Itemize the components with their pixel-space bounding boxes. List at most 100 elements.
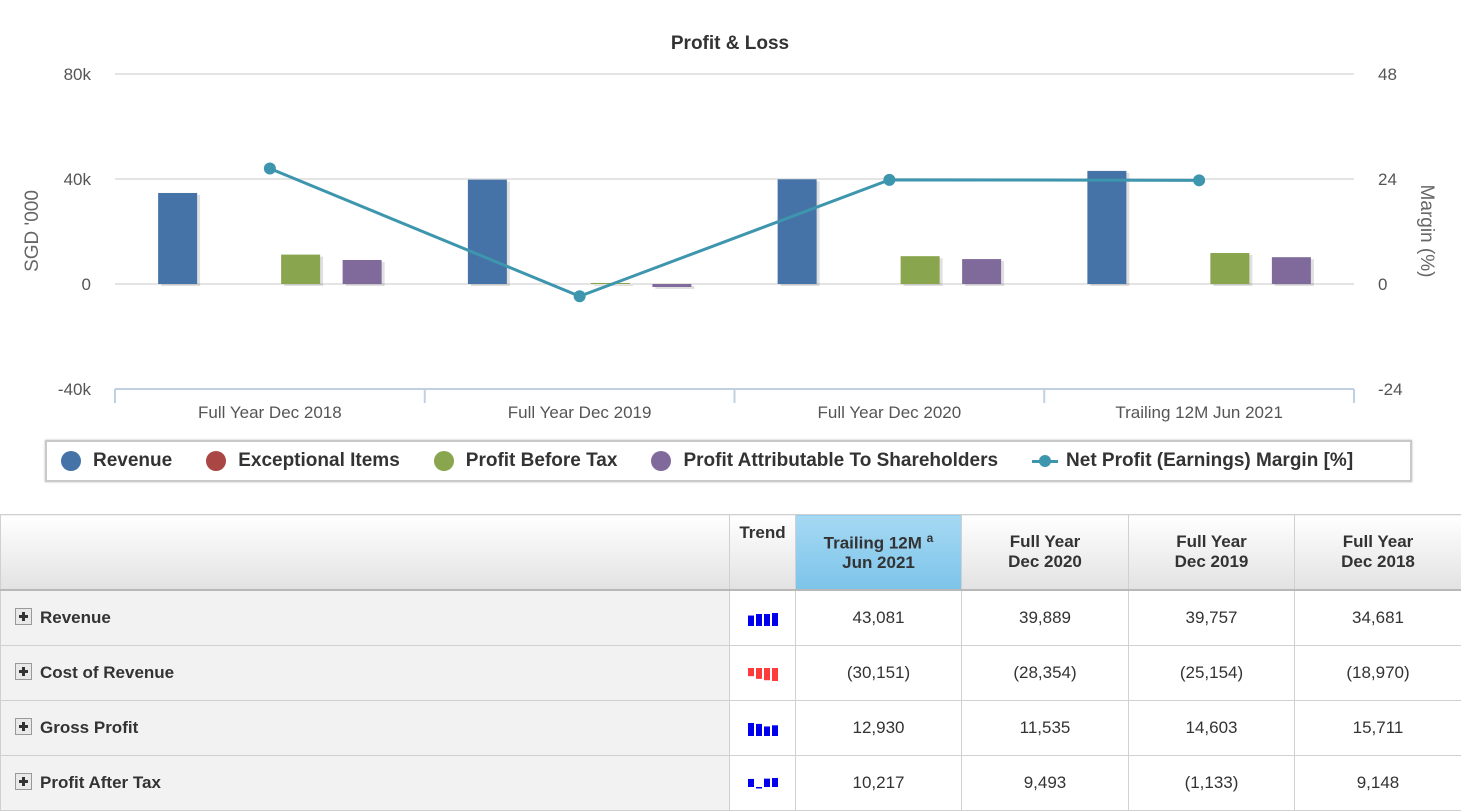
legend-marker	[206, 451, 226, 471]
x-tick-label: Trailing 12M Jun 2021	[1115, 403, 1283, 422]
y2-tick-label: 0	[1378, 275, 1387, 294]
sparkline-bar	[748, 668, 754, 676]
row-label-cell: Profit After Tax	[1, 756, 730, 811]
legend-marker	[651, 451, 671, 471]
value-cell: 39,757	[1129, 590, 1295, 646]
expand-plus-icon[interactable]	[15, 718, 32, 735]
profit-loss-table: Trend Trailing 12M a Jun 2021 Full Year …	[0, 514, 1461, 811]
legend-line-marker	[1032, 454, 1058, 468]
legend-item-profit-attributable[interactable]: Profit Attributable To Shareholders	[651, 450, 998, 472]
y-tick-label: -40k	[58, 380, 92, 399]
trend-cell	[730, 701, 796, 756]
chart-title: Profit & Loss	[671, 33, 789, 54]
value-cell: 15,711	[1295, 701, 1461, 756]
row-label-cell: Revenue	[1, 590, 730, 646]
legend-item-revenue[interactable]: Revenue	[61, 450, 172, 472]
expand-plus-icon[interactable]	[15, 773, 32, 790]
table-row-gross-profit: Gross Profit 12,930 11,535 14,603 15,711	[1, 701, 1461, 756]
table-row-profit-after-tax: Profit After Tax 10,217 9,493 (1,133) 9,…	[1, 756, 1461, 811]
header-full-year-2020[interactable]: Full Year Dec 2020	[962, 515, 1129, 591]
sparkline-bar	[748, 723, 754, 736]
trend-sparkline	[746, 721, 780, 737]
margin-point	[1193, 174, 1205, 186]
header-text: Dec 2018	[1341, 552, 1415, 571]
table-row-revenue: Revenue 43,081 39,889 39,757 34,681	[1, 590, 1461, 646]
bar-profit-attributable-to-shareholders	[1272, 257, 1311, 284]
y-tick-label: 40k	[64, 170, 92, 189]
sparkline-bar	[772, 778, 778, 787]
header-label-column	[1, 515, 730, 591]
legend-item-net-profit-margin[interactable]: Net Profit (Earnings) Margin [%]	[1032, 450, 1353, 472]
value-cell: 10,217	[796, 756, 962, 811]
header-text: Dec 2019	[1175, 552, 1249, 571]
value-cell: 43,081	[796, 590, 962, 646]
bar-profit-attributable-to-shareholders	[343, 260, 382, 284]
table-row-cost-of-revenue: Cost of Revenue (30,151) (28,354) (25,15…	[1, 646, 1461, 701]
legend-label: Profit Attributable To Shareholders	[683, 450, 998, 472]
legend-label: Revenue	[93, 450, 172, 472]
margin-point	[574, 290, 586, 302]
header-full-year-2018[interactable]: Full Year Dec 2018	[1295, 515, 1461, 591]
value-cell: 9,493	[962, 756, 1129, 811]
bar-profit-before-tax	[281, 255, 320, 284]
value-cell: (1,133)	[1129, 756, 1295, 811]
header-text: Full Year	[1010, 532, 1081, 551]
bar-revenue	[778, 179, 817, 284]
header-text: Full Year	[1176, 532, 1247, 551]
trend-sparkline	[746, 611, 780, 627]
bar-revenue	[1087, 171, 1126, 284]
sparkline-bar	[772, 668, 778, 681]
sparkline-bar	[772, 613, 778, 626]
y2-tick-label: 48	[1378, 65, 1397, 84]
table-header-row: Trend Trailing 12M a Jun 2021 Full Year …	[1, 515, 1461, 591]
value-cell: 14,603	[1129, 701, 1295, 756]
y2-tick-label: 24	[1378, 170, 1397, 189]
legend-item-exceptional-items[interactable]: Exceptional Items	[206, 450, 400, 472]
row-label: Profit After Tax	[40, 773, 161, 792]
sparkline-bar	[772, 725, 778, 736]
y-tick-label: 0	[82, 275, 91, 294]
bar-revenue	[468, 180, 507, 284]
y-axis-title: SGD '000	[22, 190, 43, 272]
trend-sparkline	[746, 666, 780, 682]
value-cell: (18,970)	[1295, 646, 1461, 701]
trend-cell	[730, 646, 796, 701]
value-cell: (25,154)	[1129, 646, 1295, 701]
header-text: Jun 2021	[842, 553, 915, 572]
row-label-cell: Gross Profit	[1, 701, 730, 756]
legend-label: Exceptional Items	[238, 450, 400, 472]
sparkline-bar	[748, 778, 754, 786]
legend-item-profit-before-tax[interactable]: Profit Before Tax	[434, 450, 618, 472]
legend-marker	[61, 451, 81, 471]
header-full-year-2019[interactable]: Full Year Dec 2019	[1129, 515, 1295, 591]
header-trailing-12m[interactable]: Trailing 12M a Jun 2021	[796, 515, 962, 591]
x-tick-label: Full Year Dec 2019	[508, 403, 652, 422]
sparkline-bar	[764, 726, 770, 736]
expand-plus-icon[interactable]	[15, 608, 32, 625]
row-label-cell: Cost of Revenue	[1, 646, 730, 701]
bar-profit-attributable-to-shareholders	[652, 284, 691, 287]
legend-marker	[434, 451, 454, 471]
x-tick-label: Full Year Dec 2020	[818, 403, 962, 422]
x-tick-label: Full Year Dec 2018	[198, 403, 342, 422]
trend-cell	[730, 756, 796, 811]
legend-label: Profit Before Tax	[466, 450, 618, 472]
value-cell: (30,151)	[796, 646, 962, 701]
y-tick-label: 80k	[64, 65, 92, 84]
sparkline-bar	[756, 614, 762, 626]
value-cell: 11,535	[962, 701, 1129, 756]
expand-plus-icon[interactable]	[15, 663, 32, 680]
value-cell: 34,681	[1295, 590, 1461, 646]
sparkline-bar	[756, 723, 762, 735]
row-label: Gross Profit	[40, 718, 138, 737]
legend-label: Net Profit (Earnings) Margin [%]	[1066, 450, 1353, 472]
trend-cell	[730, 590, 796, 646]
sparkline-bar	[756, 668, 762, 679]
header-text: Dec 2020	[1008, 552, 1082, 571]
margin-point	[883, 174, 895, 186]
header-footnote-mark: a	[927, 531, 934, 545]
row-label: Cost of Revenue	[40, 663, 174, 682]
value-cell: 39,889	[962, 590, 1129, 646]
bar-profit-before-tax	[1210, 253, 1249, 284]
margin-point	[264, 163, 276, 175]
